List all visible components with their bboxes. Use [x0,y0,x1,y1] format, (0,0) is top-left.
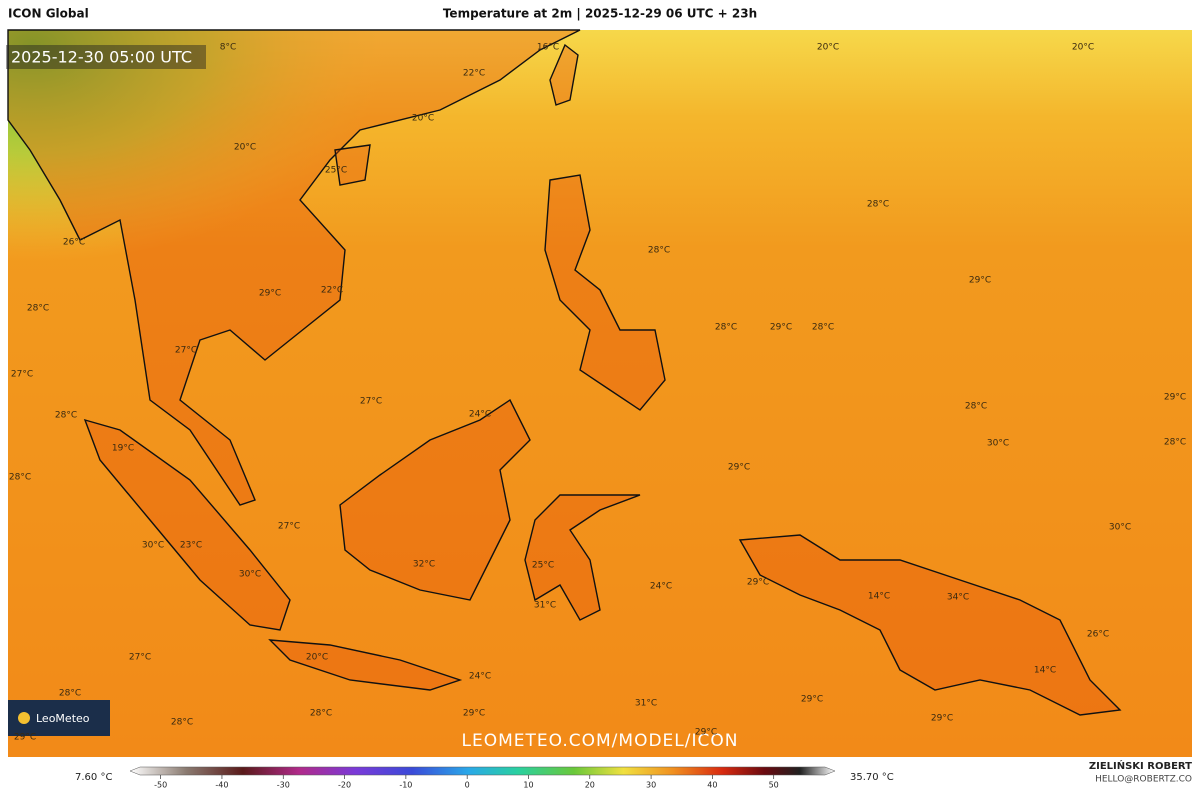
hainan [334,144,371,186]
temperature-label: 20°C [1072,43,1094,53]
colorbar-tick-label: 10 [523,781,533,789]
temperature-label: 28°C [171,718,193,728]
temperature-label: 28°C [9,473,31,483]
colorbar [129,766,836,776]
temperature-label: 27°C [175,346,197,356]
legend-min: 7.60 °C [75,772,112,783]
taiwan [549,43,579,106]
temperature-label: 28°C [715,323,737,333]
temperature-label: 30°C [239,570,261,580]
temperature-label: 22°C [463,69,485,79]
model-name: ICON Global [8,7,89,21]
map-cold-area [8,30,1192,757]
temperature-label: 29°C [14,733,36,743]
temperature-label: 20°C [817,43,839,53]
map [7,29,1192,757]
temperature-label: 24°C [469,672,491,682]
author-name: ZIELIŃSKI ROBERT [1089,759,1192,772]
temperature-label: 28°C [867,200,889,210]
temperature-label: 28°C [59,689,81,699]
colorbar-tick-label: -10 [399,781,412,789]
header-title: Temperature at 2m | 2025-12-29 06 UTC + … [443,7,757,21]
watermark: LEOMETEO.COM/MODEL/ICON [462,731,739,751]
temperature-label: 25°C [325,166,347,176]
colorbar-tick-label: 40 [707,781,717,789]
temperature-label: 27°C [129,653,151,663]
valid-time: 2025-12-30 05:00 UTC [11,48,192,67]
temperature-label: 28°C [965,402,987,412]
temperature-label: 28°C [27,304,49,314]
temperature-label: 29°C [770,323,792,333]
logo-text: LeoMeteo [36,712,90,725]
author-email: HELLO@ROBERTZ.CO [1095,775,1192,785]
temperature-label: 8°C [220,43,237,53]
colorbar-tick-label: -50 [154,781,167,789]
temperature-label: 29°C [728,463,750,473]
temperature-label: 30°C [1109,523,1131,533]
temperature-label: 16°C [537,43,559,53]
temperature-label: 14°C [1034,666,1056,676]
temperature-label: 14°C [868,592,890,602]
temperature-label: 29°C [931,714,953,724]
temperature-label: 32°C [413,560,435,570]
temperature-label: 28°C [812,323,834,333]
temperature-label: 26°C [1087,630,1109,640]
logo-sun [18,712,30,724]
temperature-label: 31°C [534,601,556,611]
colorbar-tick-label: 30 [646,781,656,789]
temperature-label: 25°C [532,561,554,571]
colorbar-tick-label: -20 [338,781,351,789]
temperature-label: 30°C [987,439,1009,449]
temperature-label: 26°C [63,238,85,248]
temperature-label: 20°C [234,143,256,153]
temperature-label: 28°C [648,246,670,256]
mainland-asia [7,29,581,506]
temperature-label: 20°C [306,653,328,663]
temperature-label: 29°C [747,578,769,588]
temperature-label: 30°C [142,541,164,551]
sumatra [83,418,291,631]
temperature-label: 28°C [55,411,77,421]
temperature-label: 24°C [469,410,491,420]
colorbar-tick-label: -30 [277,781,290,789]
temperature-label: 24°C [650,582,672,592]
borneo [339,398,531,601]
time-box [6,45,206,69]
colorbar-tick-label: -40 [215,781,228,789]
temperature-label: 27°C [360,397,382,407]
colorbar-tick-label: 20 [585,781,595,789]
temperature-label: 27°C [278,522,300,532]
temperature-label: 28°C [310,709,332,719]
temperature-label: 31°C [635,699,657,709]
temperature-label: 29°C [463,709,485,719]
temperature-label: 29°C [695,728,717,738]
philippines [544,174,666,411]
temperature-label: 19°C [112,444,134,454]
temperature-label: 23°C [180,541,202,551]
java [268,639,463,691]
temperature-label: 29°C [259,289,281,299]
temperature-label: 29°C [1164,393,1186,403]
colorbar-tick-label: 0 [465,781,470,789]
temperature-label: 27°C [11,370,33,380]
temperature-label: 22°C [321,286,343,296]
temperature-label: 29°C [969,276,991,286]
colorbar-tick-label: 50 [769,781,779,789]
sulawesi [524,494,641,621]
temperature-label: 29°C [801,695,823,705]
new-guinea [738,534,1122,716]
temperature-label: 34°C [947,593,969,603]
temperature-label: 28°C [1164,438,1186,448]
temperature-label: 20°C [412,114,434,124]
legend-max: 35.70 °C [850,772,894,783]
